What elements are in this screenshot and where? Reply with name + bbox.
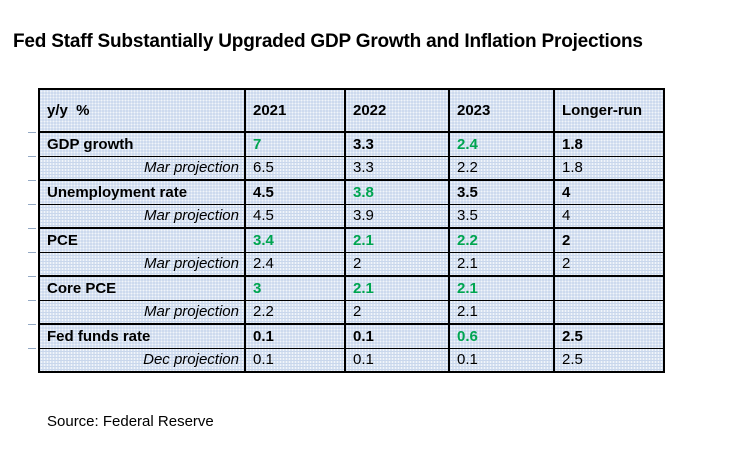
cell-longer-run: 1.8 [553, 156, 665, 180]
row-label: Mar projection [29, 203, 246, 228]
column-header-units: y/y % [38, 89, 246, 132]
cell-2021: 0.1 [244, 348, 346, 372]
cell-2022: 3.9 [344, 204, 450, 228]
cell-2021: 6.5 [244, 156, 346, 180]
cell-2023: 3.5 [448, 180, 555, 204]
cell-2022: 3.8 [344, 180, 450, 204]
source-note: Source: Federal Reserve [47, 413, 214, 430]
cell-2022: 2.1 [344, 276, 450, 300]
cell-2023: 2.2 [448, 156, 555, 180]
table-header-row: y/y % 2021 2022 2023 Longer-run [38, 89, 665, 132]
column-header-2022: 2022 [344, 89, 450, 132]
row-label: GDP growth [29, 131, 246, 156]
table-row: Fed funds rate 0.1 0.1 0.6 2.5 [29, 323, 665, 348]
cell-longer-run: 2 [553, 228, 665, 252]
cell-longer-run: 2.5 [553, 324, 665, 348]
cell-2021: 4.5 [244, 204, 346, 228]
column-header-longer-run: Longer-run [553, 89, 665, 132]
cell-2023: 0.6 [448, 324, 555, 348]
cell-2021: 2.2 [244, 300, 346, 324]
row-label: Mar projection [29, 299, 246, 324]
column-header-2021: 2021 [244, 89, 346, 132]
cell-longer-run: 2.5 [553, 348, 665, 372]
cell-2022: 2 [344, 252, 450, 276]
cell-2023: 3.5 [448, 204, 555, 228]
row-label: PCE [29, 227, 246, 252]
cell-2022: 0.1 [344, 348, 450, 372]
cell-2022: 0.1 [344, 324, 450, 348]
cell-2023: 2.1 [448, 276, 555, 300]
projection-table: y/y % 2021 2022 2023 Longer-run GDP grow… [29, 88, 665, 373]
table-row: Dec projection 0.1 0.1 0.1 2.5 [29, 347, 665, 372]
chart-title: Fed Staff Substantially Upgraded GDP Gro… [13, 31, 643, 52]
row-label: Mar projection [29, 155, 246, 180]
table-row: Mar projection 2.4 2 2.1 2 [29, 251, 665, 276]
cell-2023: 2.1 [448, 300, 555, 324]
row-label: Fed funds rate [29, 323, 246, 348]
row-label: Dec projection [29, 347, 246, 372]
cell-2021: 0.1 [244, 324, 346, 348]
row-label: Core PCE [29, 275, 246, 300]
table-row: GDP growth 7 3.3 2.4 1.8 [29, 131, 665, 156]
cell-2021: 4.5 [244, 180, 346, 204]
projection-table-body: GDP growth 7 3.3 2.4 1.8 Mar projection … [29, 131, 665, 372]
row-label: Unemployment rate [29, 179, 246, 204]
table-row: Mar projection 2.2 2 2.1 [29, 299, 665, 324]
table-row: Core PCE 3 2.1 2.1 [29, 275, 665, 300]
cell-2023: 2.4 [448, 132, 555, 156]
cell-2021: 3 [244, 276, 346, 300]
cell-2022: 3.3 [344, 132, 450, 156]
projection-table-wrap: y/y % 2021 2022 2023 Longer-run GDP grow… [29, 88, 665, 373]
cell-longer-run: 4 [553, 204, 665, 228]
row-label: Mar projection [29, 251, 246, 276]
cell-2022: 2 [344, 300, 450, 324]
table-row: Mar projection 4.5 3.9 3.5 4 [29, 203, 665, 228]
cell-longer-run [553, 276, 665, 300]
cell-longer-run: 2 [553, 252, 665, 276]
cell-2023: 0.1 [448, 348, 555, 372]
cell-2022: 2.1 [344, 228, 450, 252]
cell-longer-run [553, 300, 665, 324]
table-row: PCE 3.4 2.1 2.2 2 [29, 227, 665, 252]
cell-2021: 7 [244, 132, 346, 156]
cell-longer-run: 4 [553, 180, 665, 204]
table-row: Mar projection 6.5 3.3 2.2 1.8 [29, 155, 665, 180]
cell-longer-run: 1.8 [553, 132, 665, 156]
cell-2023: 2.1 [448, 252, 555, 276]
column-header-2023: 2023 [448, 89, 555, 132]
cell-2021: 2.4 [244, 252, 346, 276]
cell-2023: 2.2 [448, 228, 555, 252]
table-row: Unemployment rate 4.5 3.8 3.5 4 [29, 179, 665, 204]
cell-2021: 3.4 [244, 228, 346, 252]
cell-2022: 3.3 [344, 156, 450, 180]
